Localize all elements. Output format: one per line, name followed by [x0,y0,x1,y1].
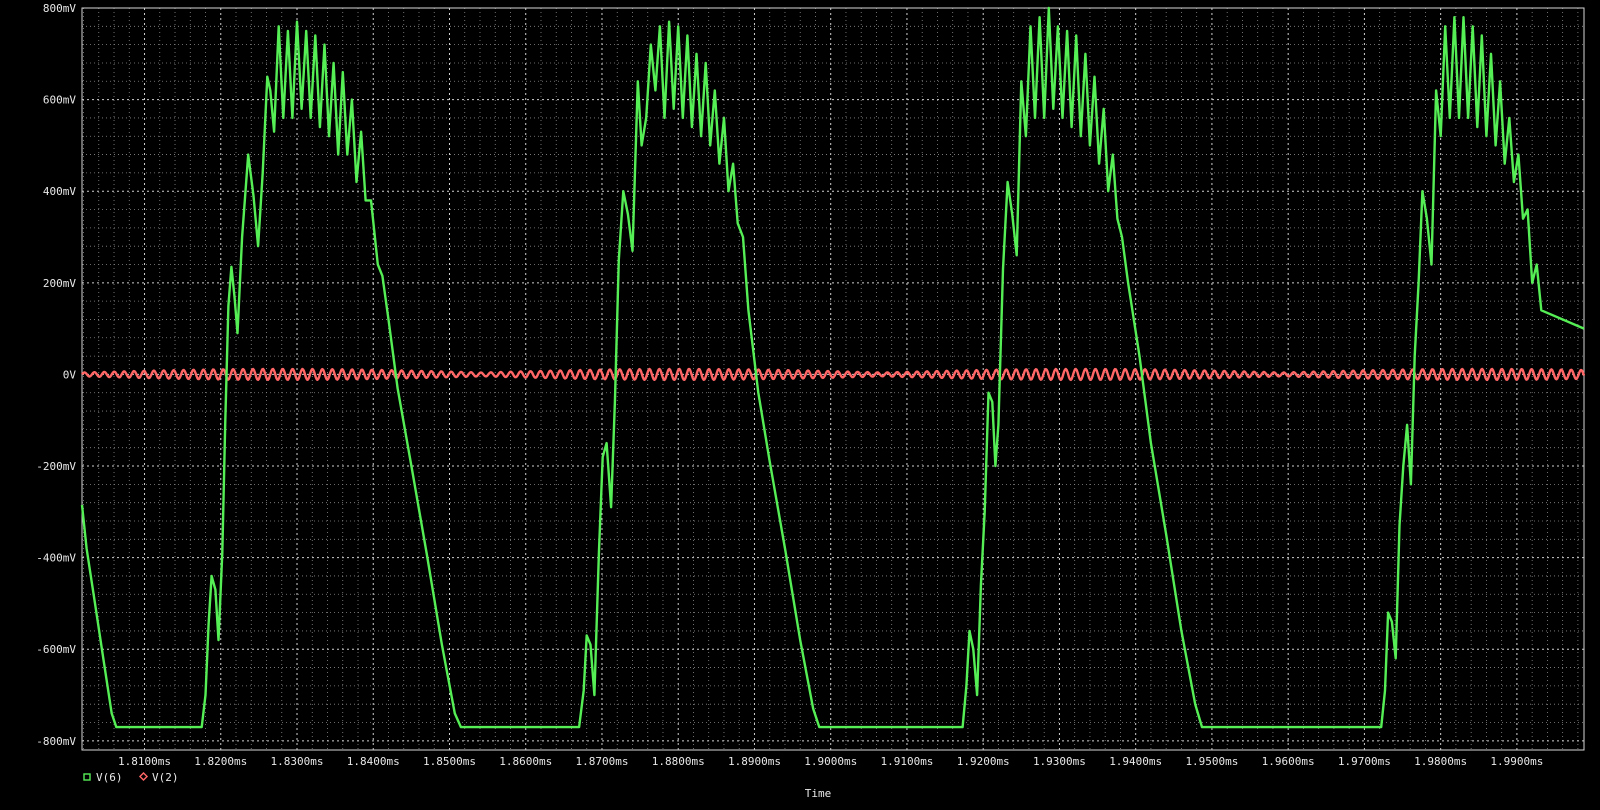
x-tick-label: 1.9400ms [1109,755,1162,768]
x-tick-label: 1.8300ms [271,755,324,768]
y-tick-label: 0V [63,368,77,381]
plot-frame [81,7,1585,751]
x-tick-label: 1.8800ms [652,755,705,768]
y-tick-label: 800mV [43,2,76,15]
legend: V(6) V(2) [83,771,179,784]
x-tick-label: 1.9300ms [1033,755,1086,768]
x-axis-ticks: 1.8100ms 1.8200ms 1.8300ms 1.8400ms 1.8500ms… [118,755,1543,768]
x-tick-label: 1.9500ms [1185,755,1238,768]
series-v6-line [80,6,1585,729]
y-tick-label: -400mV [36,552,76,565]
y-tick-label: 400mV [43,185,76,198]
x-tick-label: 1.8600ms [499,755,552,768]
legend-label-v6[interactable]: V(6) [96,771,123,784]
y-tick-label: 600mV [43,94,76,107]
x-tick-label: 1.8400ms [347,755,400,768]
series [80,6,1586,729]
y-tick-label: -200mV [36,460,76,473]
legend-marker-v2 [138,771,149,782]
x-tick-label: 1.8100ms [118,755,171,768]
y-axis-ticks: 800mV 600mV 400mV 200mV 0V -200mV -400mV -600mV… [36,2,76,748]
x-tick-label: 1.9600ms [1262,755,1315,768]
x-tick-label: 1.9100ms [880,755,933,768]
x-tick-label: 1.9800ms [1414,755,1467,768]
x-tick-label: 1.8200ms [194,755,247,768]
x-tick-label: 1.8900ms [728,755,781,768]
x-tick-label: 1.9900ms [1490,755,1543,768]
y-tick-label: 200mV [43,277,76,290]
legend-marker-v6 [83,773,91,781]
x-axis-label: Time [805,787,832,800]
legend-label-v2[interactable]: V(2) [152,771,179,784]
y-tick-label: -600mV [36,643,76,656]
x-tick-label: 1.9700ms [1338,755,1391,768]
x-tick-label: 1.8500ms [423,755,476,768]
x-tick-label: 1.9200ms [957,755,1010,768]
y-tick-label: -800mV [36,735,76,748]
series-v2-line [81,367,1586,382]
x-tick-label: 1.9000ms [804,755,857,768]
x-tick-label: 1.8700ms [575,755,628,768]
